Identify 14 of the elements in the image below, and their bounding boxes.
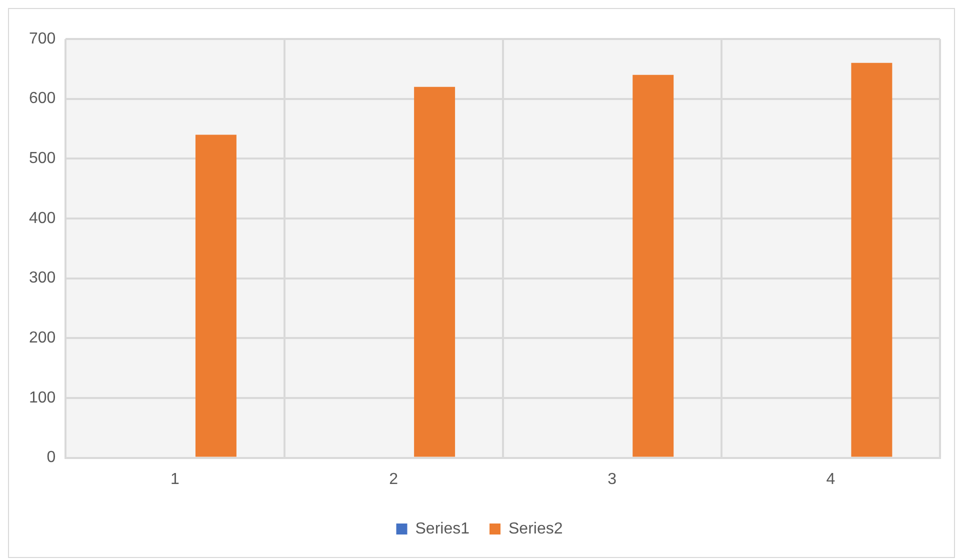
y-tick-label: 0 bbox=[46, 449, 56, 466]
y-tick-label: 300 bbox=[28, 270, 56, 287]
y-tick-label: 700 bbox=[28, 30, 56, 48]
x-tick-label: 2 bbox=[389, 470, 398, 488]
y-tick-label: 500 bbox=[28, 150, 56, 168]
y-tick-label: 600 bbox=[28, 90, 56, 108]
x-tick-label: 3 bbox=[608, 470, 617, 488]
y-tick-label: 100 bbox=[28, 389, 56, 406]
legend-label: Series1 bbox=[415, 520, 470, 538]
y-tick-label: 400 bbox=[28, 210, 56, 227]
x-tick-label: 4 bbox=[826, 470, 836, 488]
x-tick-label: 1 bbox=[170, 470, 180, 488]
y-tick-label: 200 bbox=[28, 330, 56, 347]
legend-label: Series2 bbox=[508, 520, 563, 538]
